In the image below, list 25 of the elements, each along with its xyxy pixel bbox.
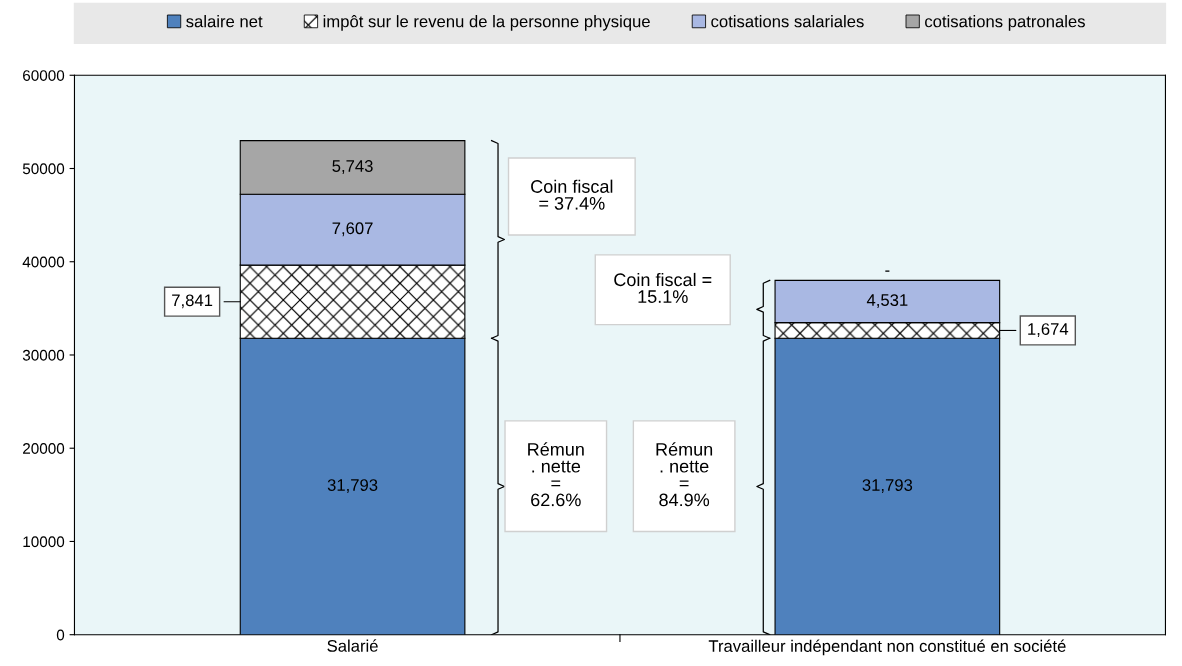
annotation: Rémun . nette = 62.6%	[528, 442, 584, 507]
y-tick-label: 30000	[22, 349, 65, 361]
y-tick-label: 60000	[23, 70, 65, 81]
y-tick-label: 0	[56, 629, 65, 641]
legend-label: cotisations salariales	[711, 15, 864, 28]
x-tick-label: Travailleur indépendant non constitué en société	[708, 639, 1066, 656]
y-tick-label: 50000	[22, 163, 65, 175]
data-label: 1,674	[1028, 323, 1069, 337]
y-tick-label: 10000	[23, 536, 65, 548]
annotation: Coin fiscal = 37.4%	[531, 179, 613, 210]
y-tick-label: 40000	[22, 256, 65, 268]
x-tick-label: Salarié	[327, 639, 378, 652]
data-label: 7,841	[172, 294, 213, 309]
data-label: 7,607	[332, 222, 373, 237]
legend-label: impôt sur le revenu de la personne physique	[323, 15, 650, 31]
data-label: 4,531	[866, 294, 908, 308]
legend-label: salaire net	[186, 15, 263, 28]
annotation: Coin fiscal = 15.1%	[614, 272, 712, 303]
annotation: Rémun . nette = 84.9%	[656, 442, 713, 507]
data-label: 31,793	[327, 479, 378, 493]
data-label: 5,743	[332, 160, 373, 174]
legend-label: cotisations patronales	[925, 15, 1085, 31]
data-label: 31,793	[862, 479, 913, 493]
data-label: -	[885, 270, 890, 272]
y-tick-label: 20000	[23, 443, 65, 454]
